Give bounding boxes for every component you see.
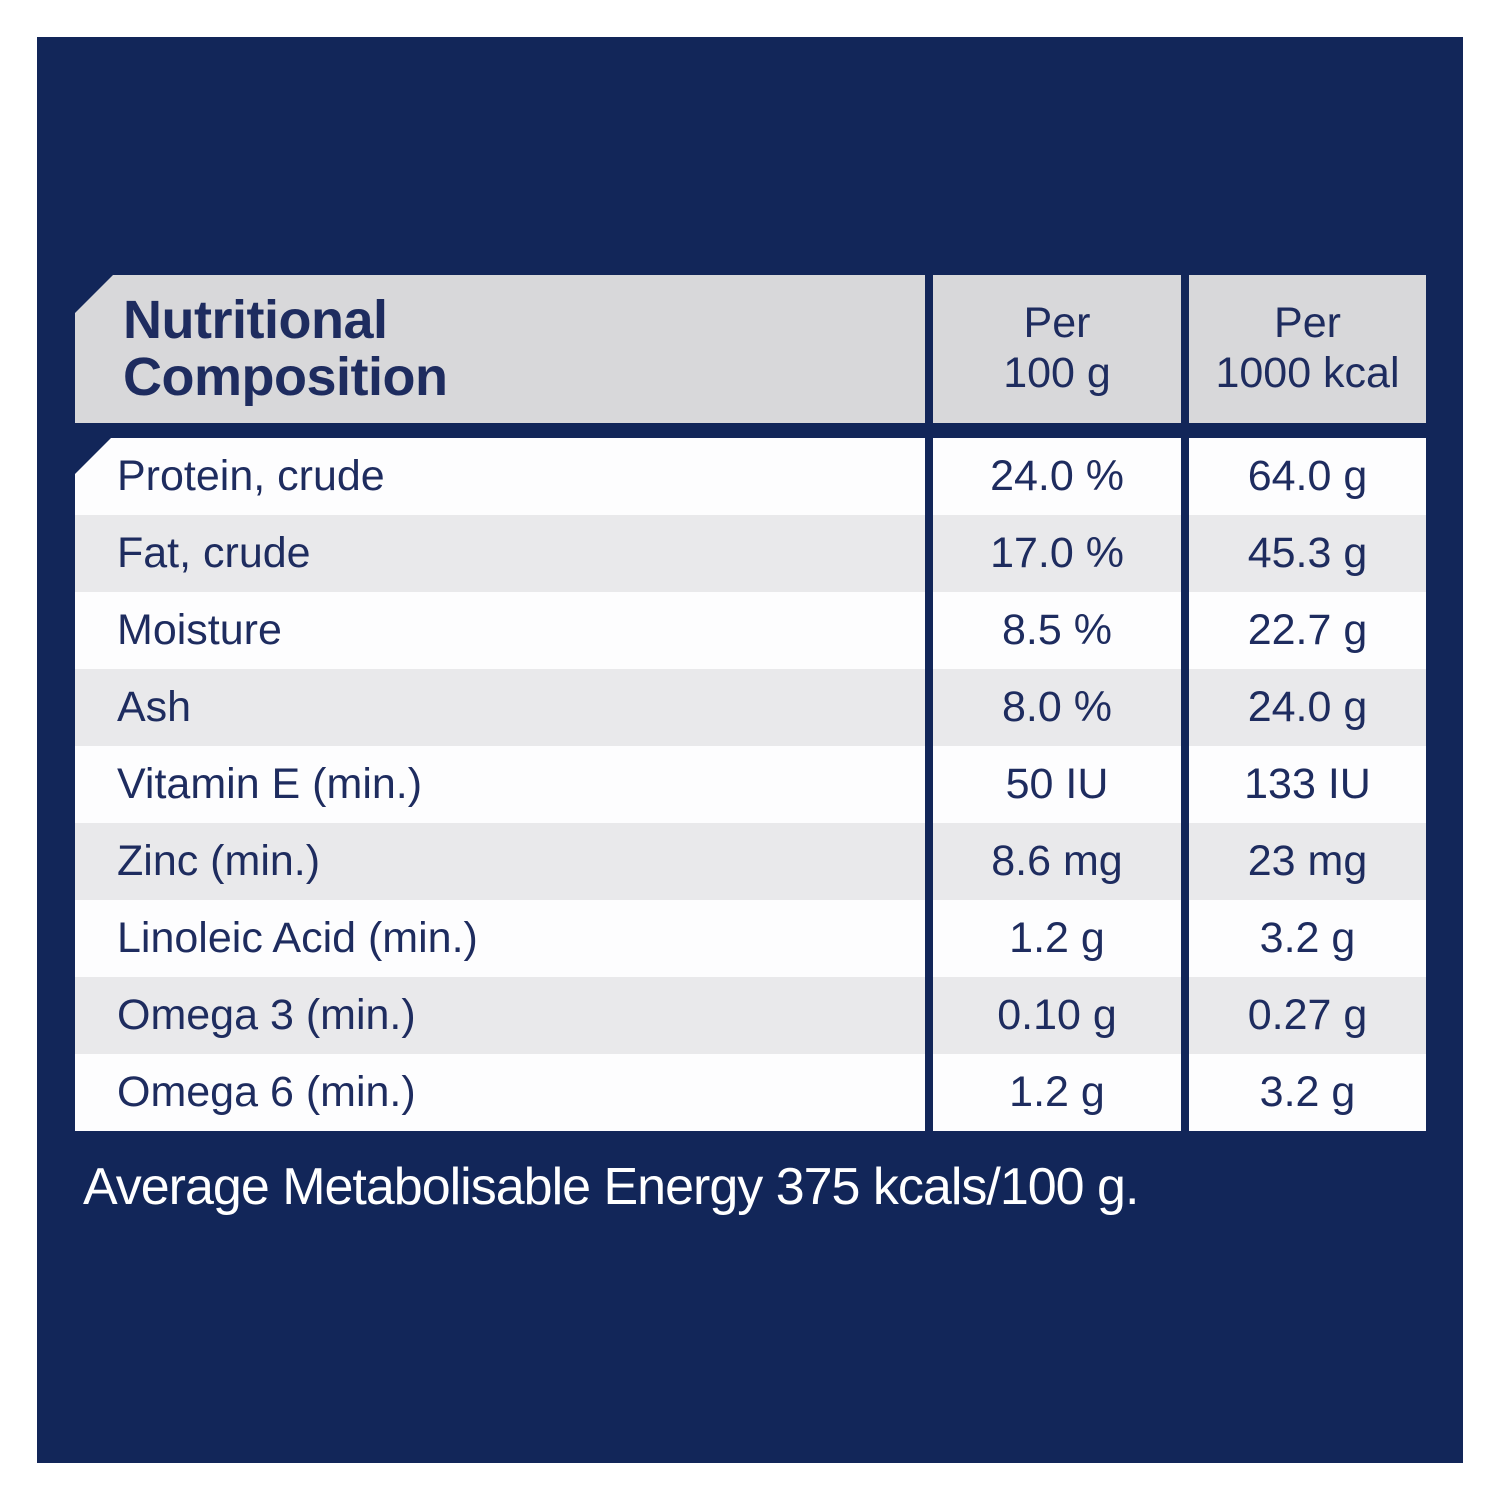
table-title: Nutritional Composition — [123, 289, 448, 407]
row-label: Omega 6 (min.) — [75, 1054, 925, 1131]
row-label: Protein, crude — [75, 438, 925, 515]
table-row-ash: Ash 8.0 % 24.0 g — [75, 669, 1426, 746]
row-label: Vitamin E (min.) — [75, 746, 925, 823]
table-row-omega-3: Omega 3 (min.) 0.10 g 0.27 g — [75, 977, 1426, 1054]
header-per-100g-cell: Per 100 g — [933, 275, 1181, 423]
header-body-gap — [75, 423, 1426, 438]
table-row-moisture: Moisture 8.5 % 22.7 g — [75, 592, 1426, 669]
table-row-omega-6: Omega 6 (min.) 1.2 g 3.2 g — [75, 1054, 1426, 1131]
navy-panel: Nutritional Composition Per 100 g Per 10… — [37, 37, 1463, 1463]
row-value-per-1000kcal: 23 mg — [1189, 823, 1426, 900]
row-value-per-100g: 50 IU — [933, 746, 1181, 823]
row-value-per-1000kcal: 3.2 g — [1189, 1054, 1426, 1131]
header-title-cell: Nutritional Composition — [75, 275, 925, 423]
row-value-per-100g: 1.2 g — [933, 900, 1181, 977]
table-row-fat: Fat, crude 17.0 % 45.3 g — [75, 515, 1426, 592]
row-value-per-1000kcal: 22.7 g — [1189, 592, 1426, 669]
table-row-vitamin-e: Vitamin E (min.) 50 IU 133 IU — [75, 746, 1426, 823]
row-value-per-100g: 8.0 % — [933, 669, 1181, 746]
row-value-per-100g: 17.0 % — [933, 515, 1181, 592]
energy-note: Average Metabolisable Energy 375 kcals/1… — [83, 1158, 1139, 1216]
table-row-protein: Protein, crude 24.0 % 64.0 g — [75, 438, 1426, 515]
row-value-per-1000kcal: 45.3 g — [1189, 515, 1426, 592]
table-row-zinc: Zinc (min.) 8.6 mg 23 mg — [75, 823, 1426, 900]
row-label: Linoleic Acid (min.) — [75, 900, 925, 977]
column-header-per-100g: Per 100 g — [1003, 299, 1111, 397]
row-value-per-1000kcal: 0.27 g — [1189, 977, 1426, 1054]
row-label: Moisture — [75, 592, 925, 669]
table-row-linoleic-acid: Linoleic Acid (min.) 1.2 g 3.2 g — [75, 900, 1426, 977]
row-value-per-1000kcal: 133 IU — [1189, 746, 1426, 823]
row-label: Omega 3 (min.) — [75, 977, 925, 1054]
table-header-row: Nutritional Composition Per 100 g Per 10… — [75, 275, 1426, 423]
row-value-per-100g: 8.6 mg — [933, 823, 1181, 900]
header-per-1000kcal-cell: Per 1000 kcal — [1189, 275, 1426, 423]
row-label: Ash — [75, 669, 925, 746]
row-value-per-1000kcal: 3.2 g — [1189, 900, 1426, 977]
row-value-per-100g: 24.0 % — [933, 438, 1181, 515]
row-label: Zinc (min.) — [75, 823, 925, 900]
nutrition-table: Nutritional Composition Per 100 g Per 10… — [75, 275, 1426, 1131]
column-header-per-1000kcal: Per 1000 kcal — [1215, 299, 1400, 397]
row-value-per-100g: 8.5 % — [933, 592, 1181, 669]
row-value-per-100g: 0.10 g — [933, 977, 1181, 1054]
row-value-per-1000kcal: 64.0 g — [1189, 438, 1426, 515]
row-value-per-100g: 1.2 g — [933, 1054, 1181, 1131]
row-value-per-1000kcal: 24.0 g — [1189, 669, 1426, 746]
row-label: Fat, crude — [75, 515, 925, 592]
